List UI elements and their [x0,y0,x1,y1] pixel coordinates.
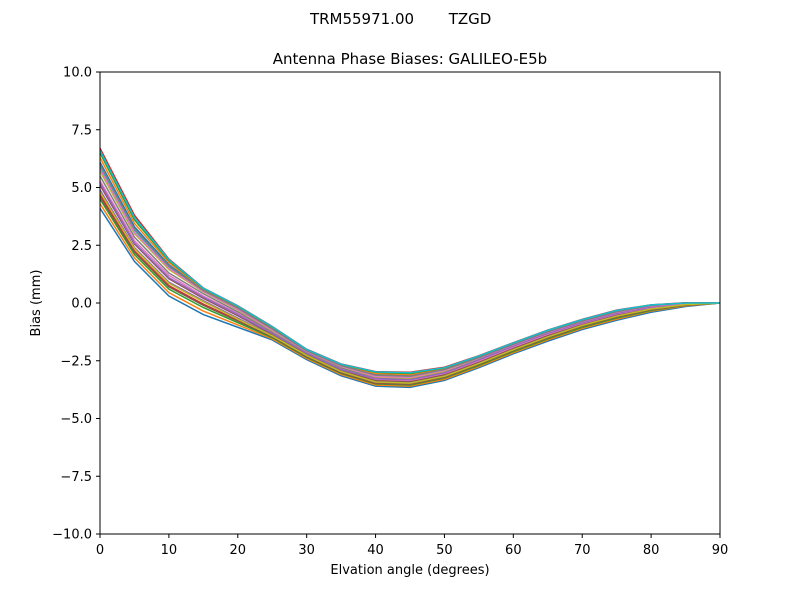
x-tick-label-3: 30 [298,543,315,558]
series-line-1 [99,207,721,389]
series-line-18 [99,164,720,377]
ticks-layer: 0 10 20 30 40 50 60 70 80 90 −10.0 −7.5 −5.0 −2.5 0.0 2… [52,66,728,559]
x-tick-label-1: 10 [161,543,178,558]
x-tick-label-2: 20 [230,543,247,558]
suptitle-antenna: TRM55971.00 [309,10,414,28]
series-line-5 [99,189,721,384]
series-line-8 [99,175,721,380]
series-line-11 [99,161,720,377]
series-line-15 [99,182,721,381]
x-tick-label-9: 90 [712,543,729,558]
y-tick-label-7: 7.5 [71,123,92,138]
series-line-14 [99,147,721,374]
series-line-9 [99,170,721,379]
series-line-16 [99,196,721,386]
y-tick-label-0: −10.0 [52,528,92,543]
series-line-19 [99,191,721,384]
y-tick-label-5: 2.5 [71,239,92,254]
y-tick-label-4: 0.0 [71,297,92,312]
series-layer [99,147,721,389]
x-tick-label-5: 50 [436,543,453,558]
y-tick-label-2: −5.0 [60,412,92,427]
series-line-12 [99,157,720,376]
y-tick-label-8: 10.0 [63,66,92,81]
x-tick-label-8: 80 [643,543,660,558]
y-tick-label-3: −2.5 [60,354,92,369]
plot-frame [99,71,721,535]
series-line-17 [99,168,721,379]
x-tick-label-4: 40 [367,543,384,558]
y-tick-label-6: 5.0 [71,181,92,196]
y-axis-label: Bias (mm) [29,270,44,337]
chart-title: Antenna Phase Biases: GALILEO-E5b [273,50,547,68]
x-tick-label-0: 0 [96,543,104,558]
series-line-20 [99,150,720,374]
series-line-10 [99,166,721,378]
series-line-13 [99,152,720,375]
x-axis-label: Elvation angle (degrees) [330,563,489,578]
x-tick-label-7: 70 [574,543,591,558]
y-tick-label-1: −7.5 [60,470,92,485]
series-line-2 [99,203,721,387]
suptitle-radome: TZGD [448,10,492,28]
x-tick-label-6: 60 [505,543,522,558]
